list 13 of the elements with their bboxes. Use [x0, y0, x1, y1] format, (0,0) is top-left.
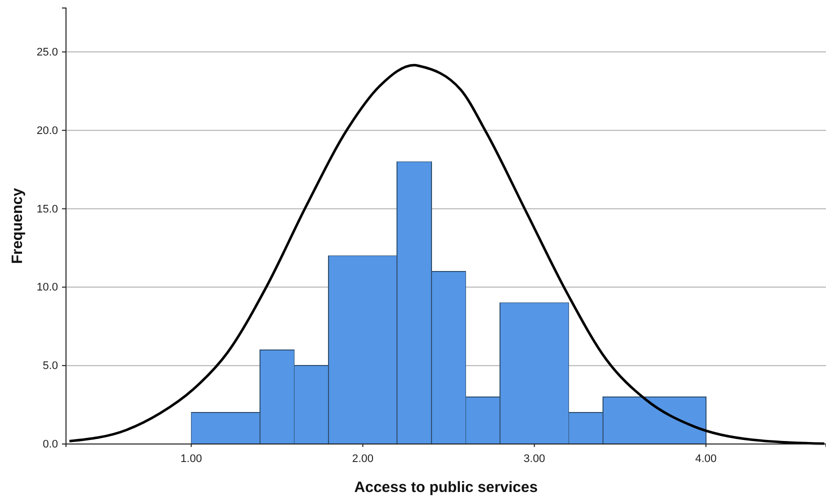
x-tick-label: 3.00	[524, 452, 546, 465]
x-tick-label: 2.00	[352, 452, 374, 465]
y-tick-label: 5.0	[42, 360, 58, 372]
x-axis-title: Access to public services	[354, 479, 538, 496]
line-series	[68, 64, 826, 445]
y-tick-label: 15.0	[36, 203, 58, 216]
x-tick-label: 1.00	[180, 452, 202, 465]
x-tick-label: 4.00	[695, 452, 717, 465]
y-tick-label: 25.0	[36, 46, 58, 58]
y-tick-label: 10.0	[36, 282, 58, 294]
y-tick-label: 20.0	[36, 124, 58, 137]
y-tick-label: 0.0	[42, 438, 58, 451]
y-axis-title: Frequency	[9, 187, 26, 264]
